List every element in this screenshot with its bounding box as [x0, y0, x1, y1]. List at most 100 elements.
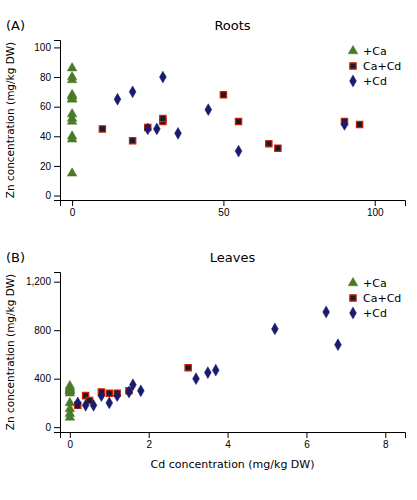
- legend-symbol: [348, 45, 358, 53]
- y-axis-tick-label: 0: [45, 190, 51, 201]
- x-axis-tick-mark: [72, 200, 73, 206]
- x-axis-tick-mark: [306, 432, 307, 438]
- x-axis-tick: 2: [146, 432, 152, 450]
- annotation: (B): [6, 250, 25, 265]
- point: [175, 127, 182, 139]
- y-axis-tick-label: 100: [34, 42, 51, 53]
- point: [144, 123, 151, 135]
- x-axis-tick: 0: [70, 200, 76, 218]
- point: [185, 365, 191, 371]
- point: [129, 86, 136, 98]
- point: [65, 385, 75, 393]
- annotation: (A): [6, 18, 25, 33]
- point: [153, 123, 160, 135]
- point: [205, 104, 212, 116]
- y-axis-tick-label: 1,200: [26, 276, 51, 287]
- y-axis-tick: 100: [34, 42, 60, 53]
- x-axis-line: [61, 201, 406, 207]
- y-axis-tick-mark: [54, 427, 60, 428]
- legend-symbol: [350, 75, 357, 87]
- point: [74, 397, 81, 409]
- x-axis-tick: 50: [218, 200, 230, 218]
- x-axis-tick-mark: [149, 432, 150, 438]
- panel: 050100020406080100Roots+CaCa+Cd+Cd: [34, 18, 405, 218]
- points: [67, 63, 362, 177]
- point: [275, 145, 281, 151]
- point: [204, 367, 211, 379]
- y-axis-tick: 0: [45, 422, 60, 433]
- y-axis-line: [54, 41, 61, 201]
- x-axis-title: Cd concentration (mg/kg DW): [150, 458, 314, 471]
- x-axis-tick-mark: [228, 432, 229, 438]
- point: [335, 339, 342, 351]
- y-axis-tick-mark: [54, 282, 60, 283]
- x-axis: 0 50 100: [61, 200, 406, 218]
- legend-item: Ca+Cd: [350, 292, 401, 305]
- legend-symbol: [350, 295, 356, 301]
- x-axis-tick-label: 0: [68, 439, 74, 450]
- point: [106, 390, 112, 396]
- x-axis-tick-label: 4: [225, 439, 231, 450]
- point: [271, 323, 278, 335]
- x-axis-tick-mark: [375, 200, 376, 206]
- point: [67, 63, 77, 71]
- point: [220, 92, 226, 98]
- x-axis-tick: 0: [68, 432, 74, 450]
- point: [323, 306, 330, 318]
- y-axis-tick-label: 400: [34, 373, 51, 384]
- legend-symbol: [350, 307, 357, 319]
- y-axis-tick-mark: [54, 107, 60, 108]
- x-axis: 02468: [61, 432, 406, 450]
- point: [341, 119, 348, 131]
- point: [65, 412, 75, 420]
- legend-label: Ca+Cd: [363, 60, 401, 73]
- x-axis-tick-label: 8: [383, 439, 389, 450]
- x-axis-line: [61, 433, 406, 439]
- point: [67, 134, 77, 142]
- x-axis-tick-label: 2: [146, 439, 152, 450]
- y-axis-title: Zn concentration (mg/kg DW): [4, 274, 16, 430]
- y-axis: 0 400 800 1,200: [26, 273, 61, 433]
- point: [65, 397, 75, 405]
- legend-label: +Ca: [363, 45, 387, 58]
- point: [67, 74, 77, 82]
- x-axis-tick-label: 0: [70, 207, 76, 218]
- legend-label: +Ca: [363, 277, 387, 290]
- title: Leaves: [210, 250, 256, 265]
- point: [129, 138, 135, 144]
- y-axis-tick-label: 0: [45, 422, 51, 433]
- point: [98, 390, 105, 402]
- chart: 050100020406080100Roots+CaCa+Cd+Cd(A)Zn …: [0, 0, 417, 500]
- x-axis-tick: 8: [383, 432, 389, 450]
- point: [235, 118, 241, 124]
- point: [114, 390, 121, 402]
- y-axis-tick-label: 800: [34, 325, 51, 336]
- y-axis-title: Zn concentration (mg/kg DW): [4, 42, 16, 198]
- y-axis-tick-mark: [54, 166, 60, 167]
- y-axis-tick-label: 60: [40, 101, 52, 112]
- y-axis-tick-label: 40: [40, 131, 52, 142]
- point: [106, 397, 113, 409]
- point: [159, 71, 166, 83]
- point: [130, 379, 137, 391]
- x-axis-tick: 4: [225, 432, 231, 450]
- legend-symbol: [350, 63, 356, 69]
- point: [235, 145, 242, 157]
- point: [137, 385, 144, 397]
- point: [160, 115, 166, 121]
- point: [193, 373, 200, 385]
- legend-symbol: [348, 277, 358, 285]
- y-axis-tick: 20: [40, 161, 60, 172]
- legend-label: +Cd: [363, 75, 387, 88]
- y-axis-tick: 0: [45, 190, 60, 201]
- y-axis-tick-mark: [54, 136, 60, 137]
- legend-label: +Cd: [363, 307, 387, 320]
- y-axis-tick-mark: [54, 379, 60, 380]
- point: [67, 168, 77, 176]
- y-axis: 020406080100: [34, 41, 60, 202]
- x-axis-tick-label: 100: [367, 207, 384, 218]
- x-axis-tick: 100: [367, 200, 384, 218]
- legend-item: +Cd: [350, 75, 387, 88]
- y-axis-line: [54, 273, 61, 433]
- y-axis-tick-mark: [54, 47, 60, 48]
